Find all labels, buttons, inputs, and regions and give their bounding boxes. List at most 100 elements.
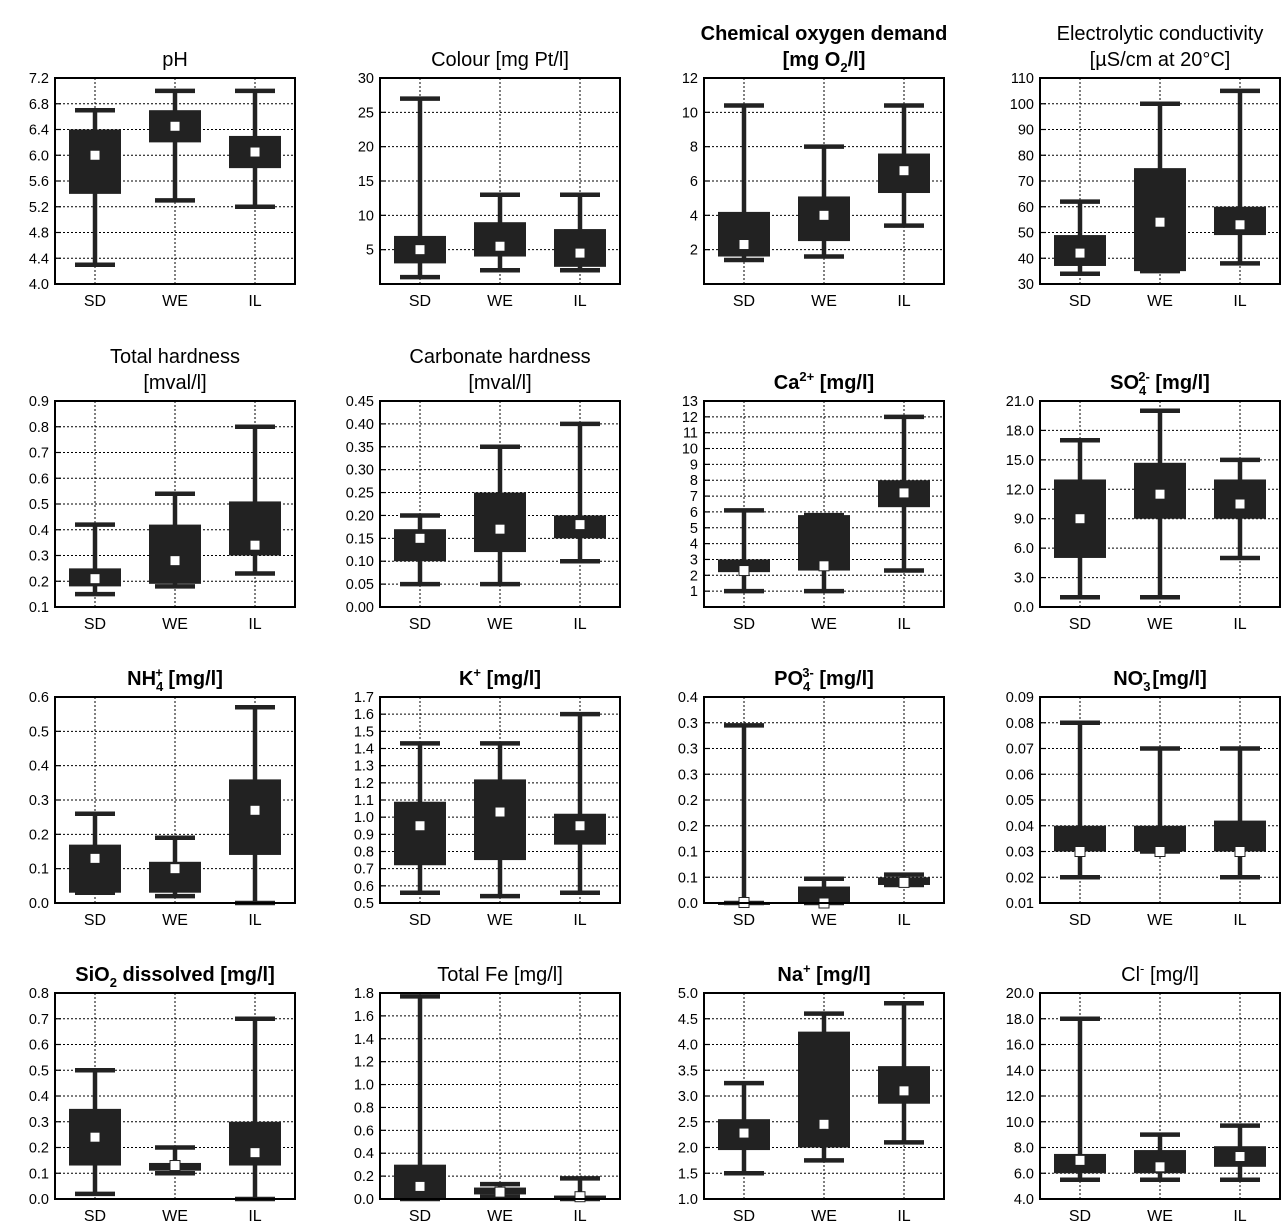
y-tick-label: 0.04 [1006,819,1034,835]
x-category-label: WE [811,616,837,633]
y-tick-label: 15 [358,174,374,190]
y-tick-label: 0.1 [29,862,49,878]
x-category-label: IL [248,912,261,929]
x-category-label: SD [1069,616,1091,633]
plot-frame [703,696,945,904]
y-tick-label: 0.10 [346,554,374,570]
median-marker [414,1180,426,1192]
plot-frame [703,400,945,608]
y-tick-label: 0.5 [29,497,49,513]
y-tick-label: 2.5 [678,1115,698,1131]
x-category-label: SD [84,912,106,929]
y-tick-label: 6.0 [1014,541,1034,557]
median-marker [1234,846,1246,857]
boxplot-panel: SiO2 dissolved [mg/l] 0.0 0.1 0.2 0.3 0.4 0.5 0… [29,964,296,1225]
median-marker [818,560,830,572]
median-marker [1074,1154,1086,1166]
median-marker [249,539,261,551]
panel-title: Total Fe [mg/l] [437,964,563,986]
y-tick-label: 0.3 [678,716,698,732]
y-tick-label: 0.2 [678,793,698,809]
boxplot-panel: NO3- [mg/l] 0.01 0.02 0.03 0.04 0.05 0.06 0.07 0… [1006,665,1281,929]
y-tick-label: 10 [682,105,698,121]
iqr-box [69,844,121,893]
median-marker [574,519,586,531]
plot-frame [379,992,621,1200]
x-category-label: WE [162,616,188,633]
panel-title: Carbonate hardness [409,346,590,368]
y-tick-label: 0.06 [1006,767,1034,783]
plot-frame [1039,992,1281,1200]
y-tick-label: 0.5 [29,1063,49,1079]
x-category-label: SD [84,616,106,633]
y-tick-label: 12 [682,71,698,87]
x-category-label: IL [573,293,586,310]
boxplot-panel: SO42- [mg/l] 0.0 3.0 6.0 9.0 12.0 15.0 18.0 21.0… [1006,369,1281,633]
y-tick-label: 4.4 [29,251,49,267]
median-marker [414,532,426,544]
iqr-box [394,801,446,866]
y-tick-label: 0.00 [346,600,374,616]
x-category-label: WE [487,616,513,633]
plot-frame [54,696,296,904]
y-tick-label: 1.0 [678,1192,698,1208]
median-marker [249,146,261,158]
x-category-label: SD [409,912,431,929]
median-marker [89,573,101,585]
y-tick-label: 1.4 [354,1032,374,1048]
y-tick-label: 12 [682,410,698,426]
x-category-label: IL [897,1208,910,1225]
panel-title: Ca2+ [mg/l] [774,369,874,394]
y-tick-label: 1.0 [354,810,374,826]
y-tick-label: 4.0 [678,1038,698,1054]
iqr-box [229,1121,281,1166]
x-category-label: SD [1069,293,1091,310]
y-tick-label: 3.0 [678,1089,698,1105]
x-category-label: WE [1147,616,1173,633]
y-tick-label: 0.3 [678,767,698,783]
y-tick-label: 1.6 [354,1009,374,1025]
y-tick-label: 0.0 [678,896,698,912]
y-tick-label: 1.6 [354,707,374,723]
y-tick-label: 14.0 [1006,1063,1034,1079]
y-tick-label: 1.5 [354,724,374,740]
y-tick-label: 0.30 [346,463,374,479]
x-category-label: SD [733,912,755,929]
y-tick-label: 0.8 [29,986,49,1002]
y-tick-label: 10.0 [1006,1115,1034,1131]
y-tick-label: 6.4 [29,123,49,139]
y-tick-label: 10 [682,442,698,458]
y-tick-label: 0.05 [346,577,374,593]
x-category-label: WE [162,293,188,310]
x-category-label: WE [1147,912,1173,929]
y-tick-label: 0.3 [29,793,49,809]
x-category-label: WE [811,293,837,310]
plot-frame [54,992,296,1200]
y-tick-label: 1.8 [354,986,374,1002]
y-tick-label: 1.0 [354,1078,374,1094]
median-marker [89,852,101,864]
y-tick-label: 0.4 [29,523,49,539]
y-tick-label: 40 [1018,251,1034,267]
y-tick-label: 3 [690,552,698,568]
iqr-box [229,779,281,855]
x-category-label: IL [248,616,261,633]
y-tick-label: 0.6 [29,471,49,487]
y-tick-label: 6 [690,505,698,521]
median-marker [1234,219,1246,231]
y-tick-label: 0.9 [354,827,374,843]
median-marker [1154,488,1166,500]
y-tick-label: 0.0 [29,1192,49,1208]
x-category-label: SD [733,1208,755,1225]
y-tick-label: 4 [690,537,698,553]
y-tick-label: 0.45 [346,394,374,410]
panel-title: pH [162,49,188,71]
y-tick-label: 9.0 [1014,512,1034,528]
median-marker [898,165,910,177]
y-tick-label: 0.0 [354,1192,374,1208]
median-marker [169,555,181,567]
x-category-label: WE [162,912,188,929]
panel-title: Cl- [mg/l] [1121,961,1199,986]
y-tick-label: 0.08 [1006,716,1034,732]
